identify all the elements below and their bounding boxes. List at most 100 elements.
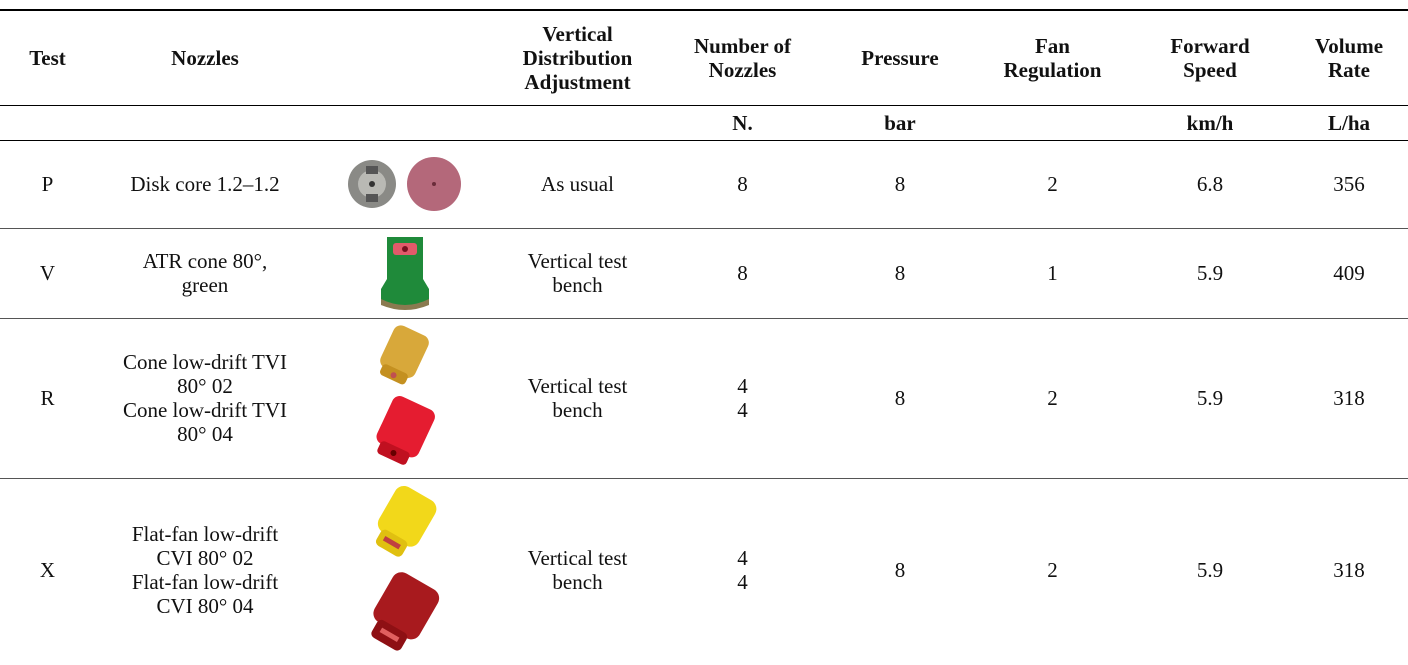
test-cell: V (0, 228, 95, 318)
page: Test Nozzles VerticalDistributionAdjustm… (0, 0, 1408, 665)
nozzle-text: green (95, 273, 315, 297)
number-text: 4 (660, 570, 825, 594)
unit-cell (0, 105, 95, 140)
nozzle-text: 80° 04 (95, 422, 315, 446)
nozzle-text: Cone low-drift TVI (95, 350, 315, 374)
fan-cell: 2 (975, 140, 1130, 228)
header-text: Regulation (975, 58, 1130, 82)
header-text: Adjustment (495, 70, 660, 94)
test-cell: X (0, 478, 95, 662)
number-text: 4 (660, 374, 825, 398)
header-text: Pressure (825, 46, 975, 70)
volume-cell: 318 (1290, 478, 1408, 662)
speed-cell: 6.8 (1130, 140, 1290, 228)
header-text: Volume (1290, 34, 1408, 58)
image-cell (315, 228, 495, 318)
header-text: Fan (975, 34, 1130, 58)
row: P Disk core 1.2–1.2 As usual 8 8 2 6.8 3… (0, 140, 1408, 228)
nozzle-cell: Disk core 1.2–1.2 (95, 140, 315, 228)
header-cell: Test (0, 10, 95, 105)
header-text: Rate (1290, 58, 1408, 82)
header-text: Forward (1130, 34, 1290, 58)
number-text: 8 (660, 172, 825, 196)
speed-cell: 5.9 (1130, 228, 1290, 318)
header-text: Nozzles (660, 58, 825, 82)
speed-cell: 5.9 (1130, 318, 1290, 478)
adjustment-cell: As usual (495, 140, 660, 228)
image-cell (315, 140, 495, 228)
image-cell (315, 478, 495, 662)
unit-cell: km/h (1130, 105, 1290, 140)
header-text: Distribution (495, 46, 660, 70)
header-text: Vertical (495, 22, 660, 46)
pressure-cell: 8 (825, 228, 975, 318)
unit-cell (495, 105, 660, 140)
header-text: Nozzles (95, 46, 315, 70)
unit-cell (95, 105, 315, 140)
header-text: Test (0, 46, 95, 70)
number-text: 8 (660, 261, 825, 285)
nozzle-image (355, 482, 455, 658)
adjustment-text: Vertical test (495, 374, 660, 398)
nozzle-text: Disk core 1.2–1.2 (95, 172, 315, 196)
nozzle-image (375, 233, 435, 313)
nozzle-image (360, 323, 450, 473)
speed-cell: 5.9 (1130, 478, 1290, 662)
fan-cell: 2 (975, 478, 1130, 662)
pressure-cell: 8 (825, 140, 975, 228)
unit-cell: N. (660, 105, 825, 140)
nozzle-text: 80° 02 (95, 374, 315, 398)
volume-cell: 409 (1290, 228, 1408, 318)
nozzle-text: ATR cone 80°, (95, 249, 315, 273)
nozzle-text: Flat-fan low-drift (95, 522, 315, 546)
header-text: Speed (1130, 58, 1290, 82)
fan-cell: 1 (975, 228, 1130, 318)
fan-cell: 2 (975, 318, 1130, 478)
nozzle-text: Cone low-drift TVI (95, 398, 315, 422)
unit-cell: bar (825, 105, 975, 140)
adjustment-text: As usual (495, 172, 660, 196)
unit-cell (315, 105, 495, 140)
test-cell: R (0, 318, 95, 478)
nozzle-cell: ATR cone 80°,green (95, 228, 315, 318)
number-cell: 8 (660, 140, 825, 228)
adjustment-text: bench (495, 570, 660, 594)
adjustment-text: Vertical test (495, 546, 660, 570)
header-cell: Nozzles (95, 10, 315, 105)
unit-row: N. bar km/h L/ha (0, 105, 1408, 140)
adjustment-text: bench (495, 398, 660, 422)
test-cell: P (0, 140, 95, 228)
volume-cell: 356 (1290, 140, 1408, 228)
nozzle-text: Flat-fan low-drift (95, 570, 315, 594)
header-text: Number of (660, 34, 825, 58)
number-cell: 8 (660, 228, 825, 318)
header-cell: Pressure (825, 10, 975, 105)
number-text: 4 (660, 546, 825, 570)
adjustment-text: bench (495, 273, 660, 297)
image-cell (315, 318, 495, 478)
adjustment-text: Vertical test (495, 249, 660, 273)
pressure-cell: 8 (825, 478, 975, 662)
nozzle-text: CVI 80° 04 (95, 594, 315, 618)
pressure-cell: 8 (825, 318, 975, 478)
nozzle-image (340, 156, 470, 212)
unit-cell: L/ha (1290, 105, 1408, 140)
number-text: 4 (660, 398, 825, 422)
header-cell (315, 10, 495, 105)
volume-cell: 318 (1290, 318, 1408, 478)
